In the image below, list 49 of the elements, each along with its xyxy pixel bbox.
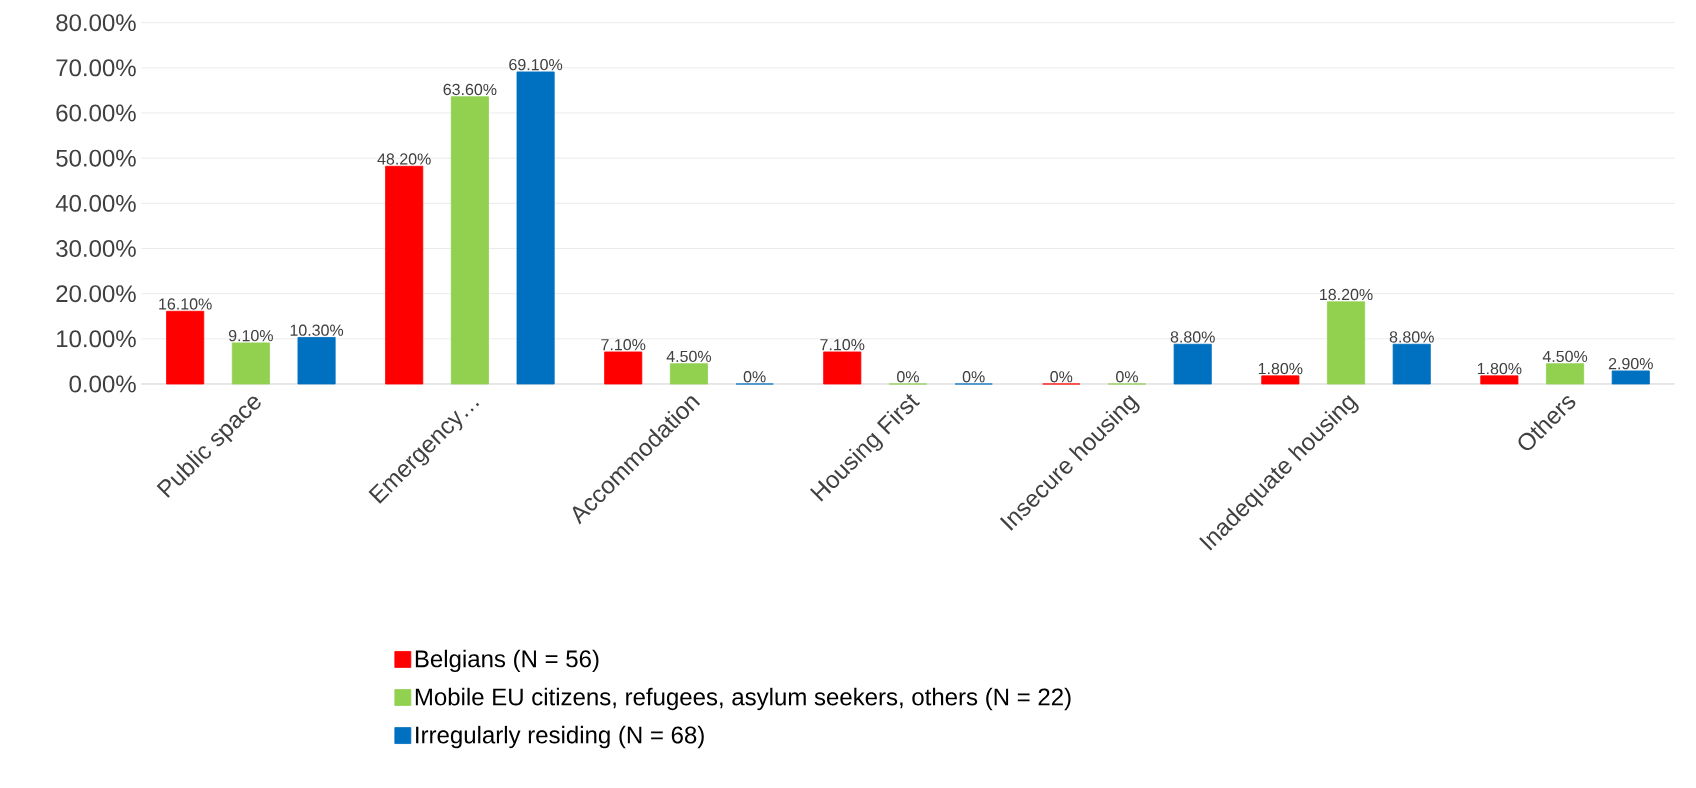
data-label: 0%: [743, 371, 766, 383]
y-tick-label: 40.00%: [55, 194, 136, 212]
data-label: 7.10%: [820, 339, 865, 351]
bar: [166, 310, 205, 385]
bar: [1480, 375, 1519, 385]
y-tick-label: 60.00%: [56, 104, 136, 122]
data-label: 18.20%: [1320, 288, 1373, 301]
bar: [823, 351, 862, 385]
legend-label: Irregularly residing (N = 68): [416, 725, 704, 749]
bar: [450, 96, 489, 385]
y-tick-label: 20.00%: [56, 285, 136, 303]
y-tick-label: 80.00%: [56, 14, 136, 32]
data-label: 0%: [1116, 371, 1138, 383]
data-label: 0%: [1050, 371, 1073, 383]
data-label: 63.60%: [443, 83, 497, 96]
data-label: 0%: [962, 371, 985, 383]
bar: [231, 342, 270, 385]
data-label: 69.10%: [509, 58, 563, 71]
bar: [1327, 301, 1366, 385]
data-label: 8.80%: [1389, 331, 1434, 343]
y-tick-label: 70.00%: [56, 59, 136, 77]
bar: [604, 351, 643, 385]
bar: [385, 165, 424, 385]
y-tick-label: 50.00%: [56, 149, 136, 167]
data-label: 4.50%: [666, 350, 712, 363]
data-label: 4.50%: [1542, 350, 1588, 363]
data-label: 8.80%: [1170, 331, 1215, 343]
bar: [516, 71, 555, 385]
y-tick-label: 30.00%: [56, 239, 136, 257]
bar: [1392, 343, 1431, 385]
data-label: 10.30%: [290, 324, 344, 336]
data-label: 16.10%: [159, 298, 212, 310]
bar: [669, 363, 708, 385]
bar: [1611, 370, 1650, 385]
legend-label: Belgians (N = 56): [415, 649, 599, 673]
data-label: 1.80%: [1258, 362, 1303, 375]
y-tick-label: 10.00%: [57, 330, 136, 348]
bar: [1173, 343, 1212, 385]
bar: [1546, 363, 1585, 385]
data-label: 2.90%: [1608, 357, 1653, 370]
data-label: 48.20%: [377, 153, 431, 165]
legend-label: Mobile EU citizens, refugees, asylum seekers, others (N = 22): [415, 687, 1071, 711]
data-label: 1.80%: [1477, 362, 1522, 375]
data-label: 9.10%: [228, 329, 273, 342]
data-label: 7.10%: [601, 339, 646, 351]
data-label: 0%: [897, 371, 919, 383]
bar: [1261, 375, 1300, 385]
bar: [297, 337, 336, 385]
y-tick-label: 0.00%: [69, 375, 136, 393]
